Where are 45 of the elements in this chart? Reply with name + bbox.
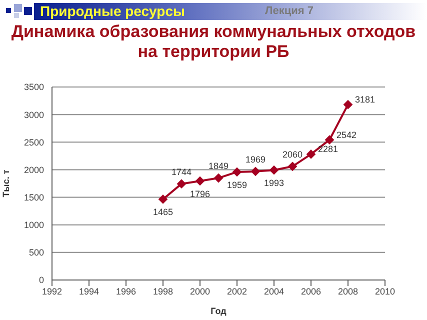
point: [270, 166, 278, 175]
point: [177, 179, 186, 188]
y-axis-title: Тыс. т: [1, 169, 12, 198]
y-tick-label: 1000: [24, 220, 44, 230]
x-tick-label: 1998: [152, 286, 174, 296]
x-tick-label: 2002: [226, 286, 248, 296]
x-tick-label: 2006: [300, 286, 322, 296]
x-tick-label: 1992: [42, 286, 62, 296]
x-axis-title: Год: [210, 306, 227, 316]
point: [196, 176, 204, 186]
point: [325, 135, 334, 144]
text: Лекция 7: [265, 4, 314, 19]
data-label: 1796: [190, 188, 210, 199]
x-tick-label: 1996: [116, 286, 136, 296]
data-label: 2542: [336, 130, 357, 140]
y-tick-label: 3000: [24, 110, 44, 120]
data-label: 1959: [226, 180, 248, 190]
data-label: 1849: [208, 161, 229, 172]
x-tick-label: 2010: [374, 286, 396, 296]
point: [344, 100, 352, 110]
y-tick-label: 3500: [24, 82, 44, 92]
point: [232, 167, 242, 176]
x-tick-label: 2004: [264, 286, 284, 296]
y-tick-label: 1500: [24, 192, 44, 202]
data-label: 2281: [318, 144, 338, 154]
point: [306, 150, 316, 159]
data-label: 2060: [282, 149, 303, 160]
data-label: 3181: [355, 94, 376, 105]
y-tick-label: 2500: [24, 137, 44, 148]
x-tick-label: 2000: [190, 286, 210, 296]
data-label: 1744: [171, 166, 192, 177]
y-tick-label: 0: [38, 275, 44, 286]
data-label: 1993: [264, 178, 284, 188]
point: [288, 162, 297, 171]
data-label: 1465: [152, 207, 174, 218]
point: [214, 174, 223, 183]
y-tick-label: 500: [28, 248, 44, 258]
y-tick-label: 2000: [24, 164, 44, 175]
point: [251, 166, 260, 176]
point: [158, 194, 168, 204]
text: Природные ресурсы: [40, 3, 185, 20]
x-tick-label: 1994: [78, 286, 100, 296]
chart-title: Динамика образования коммунальных отходов на территории РБ: [10, 22, 417, 62]
x-tick-label: 2008: [338, 286, 358, 296]
data-label: 1969: [245, 154, 266, 164]
